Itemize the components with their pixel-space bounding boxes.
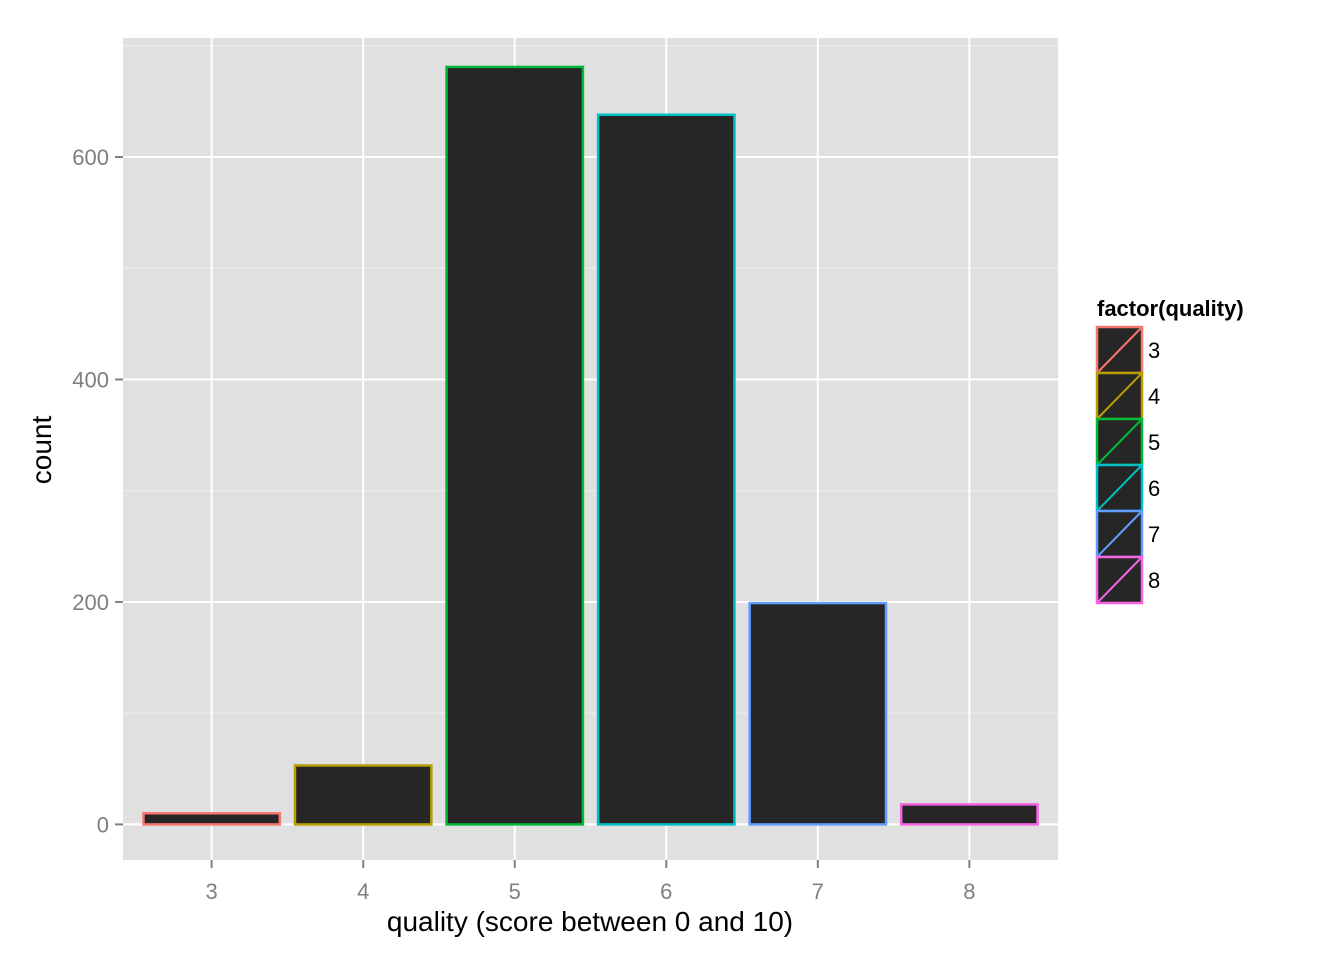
legend-item-3: 3 xyxy=(1095,325,1160,375)
legend-label: 8 xyxy=(1148,568,1160,593)
legend-label: 5 xyxy=(1148,430,1160,455)
legend-item-6: 6 xyxy=(1095,463,1160,513)
bar-quality-5 xyxy=(445,65,585,826)
legend-key-diagonal xyxy=(1096,556,1143,604)
x-tick-label: 5 xyxy=(509,879,521,904)
y-tick-label: 400 xyxy=(72,367,109,392)
legend-label: 6 xyxy=(1148,476,1160,501)
legend-label: 7 xyxy=(1148,522,1160,547)
x-tick-label: 4 xyxy=(357,879,369,904)
legend-item-7: 7 xyxy=(1095,509,1160,559)
legend-label: 3 xyxy=(1148,338,1160,363)
bar-quality-3 xyxy=(142,812,282,826)
y-tick-label: 600 xyxy=(72,145,109,170)
plot-panel xyxy=(123,38,1058,860)
x-tick-label: 6 xyxy=(660,879,672,904)
legend-item-8: 8 xyxy=(1095,555,1160,605)
legend-key-diagonal xyxy=(1096,464,1143,512)
y-axis-title: count xyxy=(26,416,57,485)
x-axis-title: quality (score between 0 and 10) xyxy=(387,906,793,937)
bar-quality-7 xyxy=(748,601,888,826)
legend-item-5: 5 xyxy=(1095,417,1160,467)
x-tick-label: 7 xyxy=(812,879,824,904)
legend-item-4: 4 xyxy=(1095,371,1160,421)
bar-quality-4 xyxy=(293,764,433,826)
bar-quality-6 xyxy=(596,113,736,826)
y-axis: 0 200 400 600 xyxy=(72,145,123,837)
x-tick-label: 3 xyxy=(206,879,218,904)
panel-background xyxy=(123,38,1058,860)
legend-key-diagonal xyxy=(1096,510,1143,558)
y-tick-label: 0 xyxy=(97,812,109,837)
x-axis: 3 4 5 6 7 8 xyxy=(206,860,975,904)
legend-title: factor(quality) xyxy=(1097,296,1244,321)
bar-quality-8 xyxy=(899,803,1039,826)
legend: factor(quality) 3 4 5 6 7 8 xyxy=(1095,296,1244,605)
y-tick-label: 200 xyxy=(72,590,109,615)
x-tick-label: 8 xyxy=(963,879,975,904)
legend-label: 4 xyxy=(1148,384,1160,409)
legend-key-diagonal xyxy=(1096,418,1143,466)
legend-key-diagonal xyxy=(1096,326,1143,374)
legend-key-diagonal xyxy=(1096,372,1143,420)
